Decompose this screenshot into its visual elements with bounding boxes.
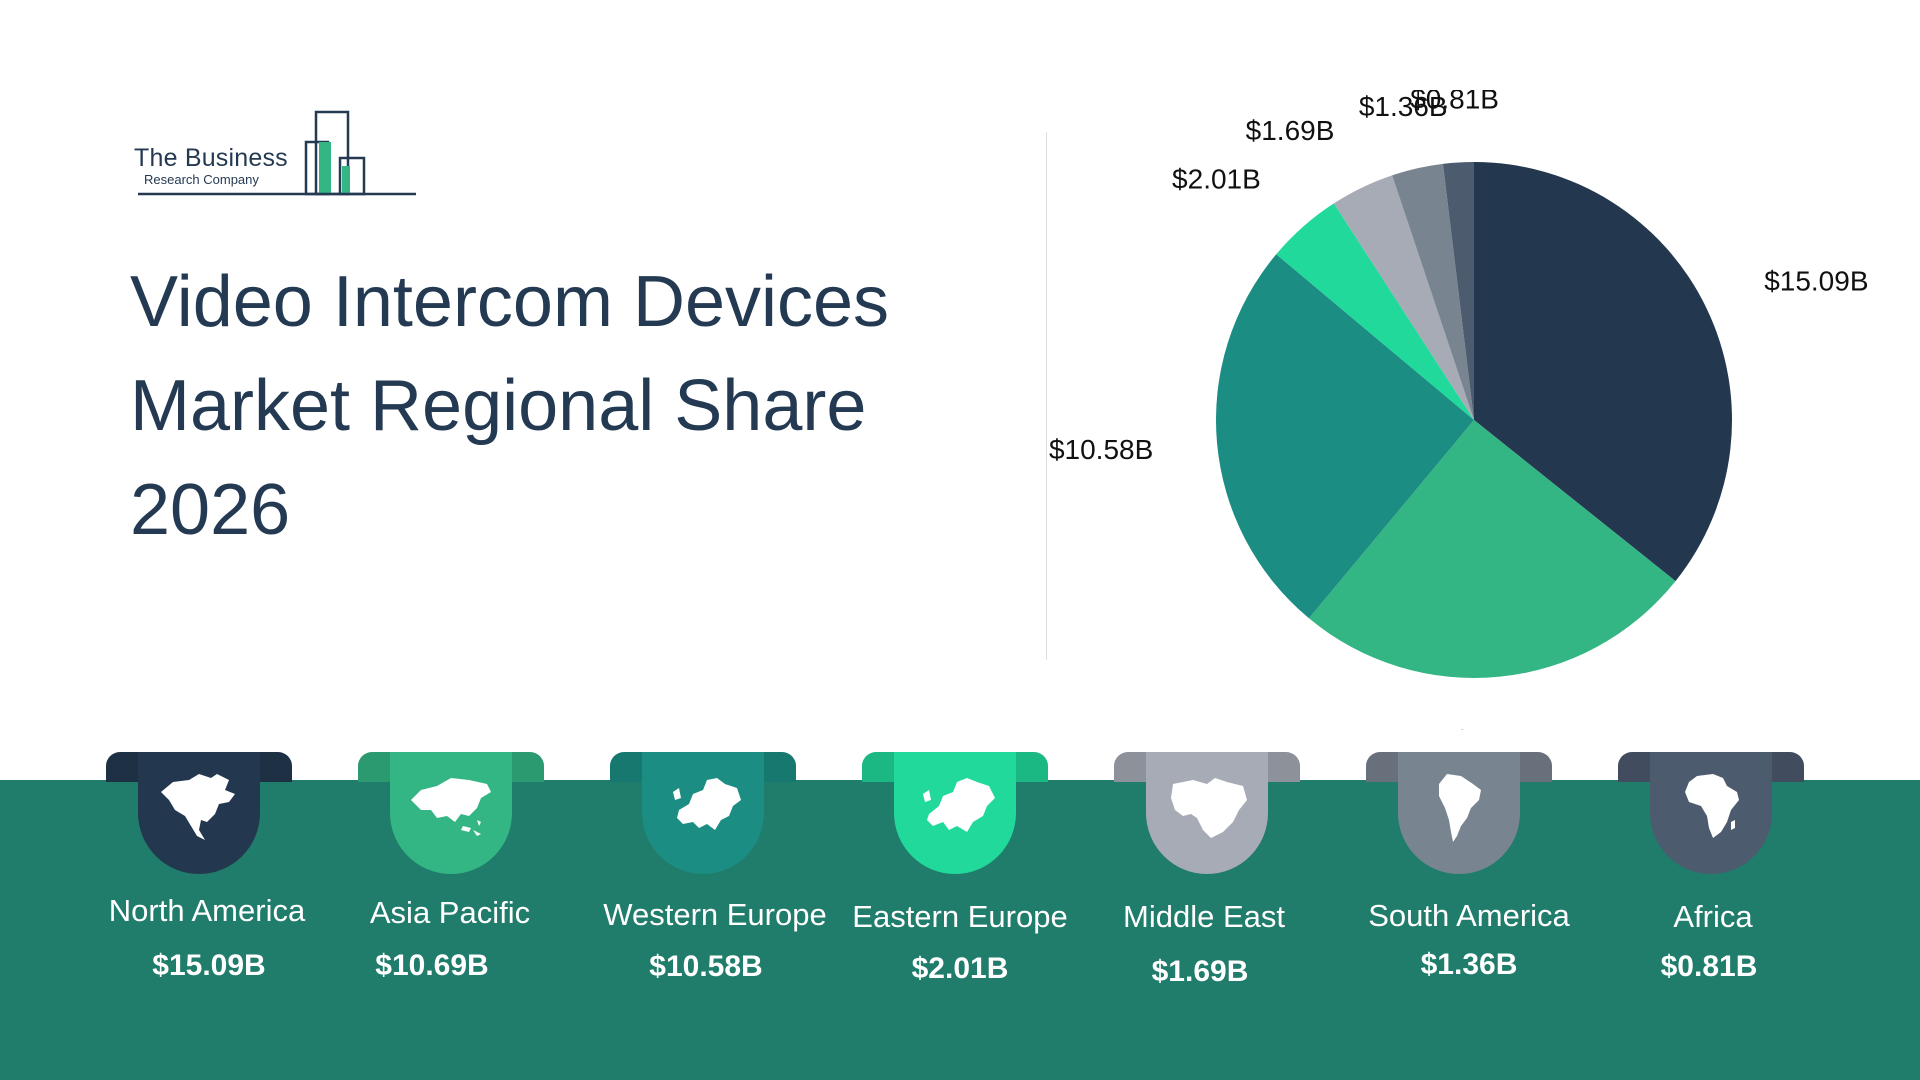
- pie-data-label: $0.81B: [1410, 90, 1499, 115]
- pie-slice-western-europe: [1215, 254, 1474, 619]
- south-america-map-icon: [1439, 774, 1481, 842]
- region-badge: [642, 752, 764, 874]
- region-value: $1.36B: [1420, 948, 1518, 981]
- pie-data-label: $15.09B: [1764, 266, 1868, 297]
- region-value: $10.58B: [649, 950, 763, 983]
- pie-slice-asia-pacific: [1308, 420, 1676, 679]
- pie-data-label: $1.36B: [1359, 91, 1448, 122]
- region-name: Africa: [1673, 899, 1753, 934]
- region-name: South America: [1368, 898, 1570, 933]
- pie-data-label: $2.01B: [1172, 164, 1261, 195]
- region-value: $10.69B: [375, 949, 489, 982]
- company-logo: The Business Research Company: [134, 108, 420, 198]
- region-badge: [1398, 752, 1520, 874]
- region-name: North America: [108, 893, 306, 928]
- region-name: Asia Pacific: [369, 895, 531, 930]
- region-name: Eastern Europe: [852, 899, 1068, 934]
- pie-slice-south-america: [1392, 163, 1474, 420]
- middle-east-map-icon: [1171, 778, 1247, 838]
- region-value: $15.09B: [152, 949, 266, 982]
- region-name: Western Europe: [603, 897, 827, 932]
- eastern-europe-map-icon: [923, 778, 995, 832]
- region-badge: [138, 752, 260, 874]
- western-europe-map-icon: [673, 778, 741, 830]
- pie-slice-north-america: [1474, 162, 1732, 582]
- divider: [1046, 132, 1047, 660]
- asia-pacific-map-icon: [411, 778, 491, 836]
- pie-slice-africa: [1442, 162, 1474, 420]
- pie-data-label: $10.69B: [1454, 725, 1558, 730]
- region-value: $1.69B: [1151, 955, 1249, 988]
- region-value: $0.81B: [1660, 950, 1758, 983]
- region-badge: [894, 752, 1016, 874]
- region-badge: [390, 752, 512, 874]
- page-title: Video Intercom Devices Market Regional S…: [130, 262, 890, 550]
- africa-map-icon: [1685, 774, 1739, 838]
- pie-slice-middle-east: [1333, 175, 1474, 420]
- pie-data-label: $10.58B: [1049, 434, 1153, 465]
- region-badge: [1650, 752, 1772, 874]
- logo-subtitle: Research Company: [144, 172, 259, 187]
- pie-chart: $15.09B $10.69B $10.58B $2.01B $1.69B $1.36B$…: [1049, 90, 1869, 730]
- north-america-map-icon: [161, 774, 235, 840]
- pie-labels: $15.09B $10.69B $10.58B $2.01B $1.69B $1.36B$…: [1049, 90, 1869, 730]
- region-name: Middle East: [1123, 899, 1285, 934]
- logo-name: The Business: [134, 144, 288, 172]
- region-badge: [1146, 752, 1268, 874]
- pie-slice-eastern-europe: [1276, 203, 1474, 420]
- pie-slices: [1215, 162, 1732, 679]
- city-buildings-logo-icon: [138, 110, 416, 196]
- region-value: $2.01B: [911, 952, 1009, 985]
- pie-data-label: $1.69B: [1246, 115, 1335, 146]
